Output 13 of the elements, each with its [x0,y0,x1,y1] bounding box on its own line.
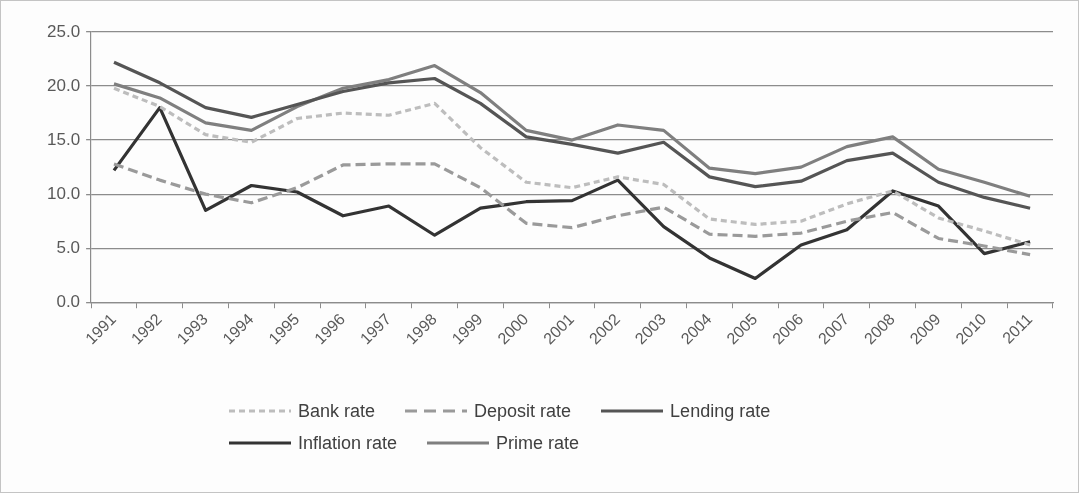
y-tick-label: 5.0 [56,237,81,257]
legend-label: Lending rate [670,400,771,422]
y-tick-label: 20.0 [46,75,81,95]
legend-label: Bank rate [298,400,376,422]
y-tick-label: 25.0 [46,21,81,41]
legend-label: Deposit rate [474,400,572,422]
y-tick-label: 10.0 [46,183,81,203]
y-tick-label: 0.0 [56,291,81,311]
line-series [112,86,1032,247]
legend-label: Inflation rate [298,432,398,454]
line-series [112,162,1032,257]
y-tick-label: 15.0 [46,129,81,149]
legend-label: Prime rate [496,432,580,454]
